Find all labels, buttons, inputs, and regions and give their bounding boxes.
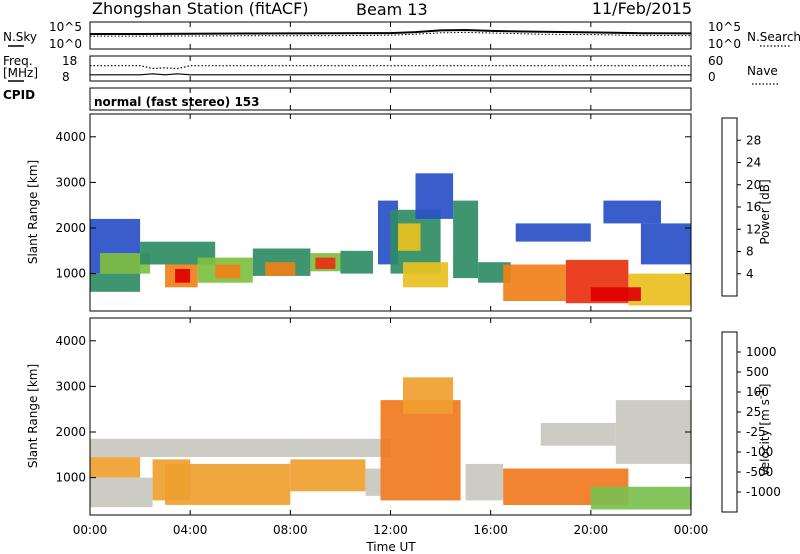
power-heatmap bbox=[90, 173, 691, 306]
noise-tick-left-bottom: 10^0 bbox=[49, 37, 82, 51]
freq-unit: [MHz] bbox=[3, 66, 38, 80]
station-title: Zhongshan Station (fitACF) bbox=[92, 0, 309, 18]
vel-cells-cell-11 bbox=[590, 486, 691, 510]
cpid-label: CPID bbox=[3, 88, 35, 102]
vel-cells-cell-5 bbox=[290, 459, 366, 492]
power-cells-cell-12 bbox=[340, 250, 373, 274]
power-yticks-ticklabel-3: 4000 bbox=[55, 130, 86, 144]
vel-cells-cell-2 bbox=[90, 477, 153, 508]
nsearch-label: N.Search bbox=[747, 30, 800, 44]
xtick-label-6: 00:00 bbox=[674, 523, 709, 537]
velocity-yaxis: 1000 2000 3000 4000 bbox=[55, 334, 691, 485]
vel-cells-cell-13 bbox=[540, 422, 616, 446]
power-cells-cell-3 bbox=[140, 241, 216, 265]
velocity-ylabel: Slant Range [km] bbox=[26, 364, 40, 468]
nsky-label: N.Sky bbox=[3, 30, 37, 44]
vel-bar-ticklabel-5: -100 bbox=[746, 445, 773, 459]
xtick-label-1: 04:00 bbox=[173, 523, 208, 537]
noise-tick-right-bottom: 10^0 bbox=[708, 37, 741, 51]
power-cells-cell-2 bbox=[100, 253, 151, 274]
power-bar-ticklabel-6: 4 bbox=[746, 267, 754, 281]
nave-label: Nave bbox=[747, 64, 778, 78]
power-colorbar-label: Power [dB] bbox=[758, 179, 772, 244]
xlabel: Time UT bbox=[365, 540, 416, 554]
noise-tick-right-top: 10^5 bbox=[708, 20, 741, 34]
vel-cells-cell-4 bbox=[165, 463, 291, 505]
vel-bar-ticklabel-4: -25 bbox=[746, 425, 766, 439]
power-cells-cell-11 bbox=[315, 257, 336, 269]
vel-yticks-ticklabel-0: 1000 bbox=[55, 471, 86, 485]
power-cells-cell-19 bbox=[478, 262, 511, 283]
vel-bar-frame bbox=[721, 331, 738, 513]
power-cells-cell-26 bbox=[515, 223, 591, 242]
freq-tick-bottom: 8 bbox=[62, 70, 70, 84]
nsearch-series bbox=[90, 31, 692, 37]
power-bar-ticklabel-5: 8 bbox=[746, 245, 754, 259]
xtick-label-0: 00:00 bbox=[73, 523, 108, 537]
time-axis: 00:00 04:00 08:00 12:00 16:00 20:00 00:00 bbox=[73, 22, 709, 537]
noise-tick-left-top: 10^5 bbox=[49, 20, 82, 34]
vel-cells-cell-9 bbox=[465, 463, 504, 501]
power-bar-ticklabel-4: 12 bbox=[746, 222, 761, 236]
power-cells-cell-7 bbox=[215, 264, 241, 279]
velocity-colorbar: 1000 500 100 25 -25 -100 -500 -1000 bbox=[721, 331, 781, 513]
xtick-label-2: 08:00 bbox=[273, 523, 308, 537]
vel-yticks-ticklabel-2: 3000 bbox=[55, 379, 86, 393]
freq-label: Freq. bbox=[3, 54, 33, 68]
power-cells-cell-23 bbox=[590, 287, 641, 301]
vel-cells-cell-6 bbox=[365, 468, 381, 496]
power-cells-cell-25 bbox=[640, 223, 691, 265]
power-yticks-ticklabel-0: 1000 bbox=[55, 267, 86, 281]
power-cells-cell-16 bbox=[403, 262, 449, 288]
vel-cells-cell-8 bbox=[403, 377, 454, 414]
power-bar-ticklabel-3: 16 bbox=[746, 200, 761, 214]
freq-tick-top: 18 bbox=[62, 54, 77, 68]
vel-cells-cell-1 bbox=[90, 457, 141, 478]
date-title: 11/Feb/2015 bbox=[592, 0, 692, 18]
freq-series bbox=[90, 65, 691, 76]
vel-cells-cell-12 bbox=[615, 400, 691, 464]
nave-tick-top: 60 bbox=[708, 54, 723, 68]
power-cells-cell-18 bbox=[453, 200, 479, 279]
vel-bar-ticklabel-6: -500 bbox=[746, 465, 773, 479]
power-yticks-ticklabel-1: 2000 bbox=[55, 221, 86, 235]
velocity-heatmap bbox=[90, 377, 691, 510]
vel-bar-ticklabel-1: 500 bbox=[746, 365, 769, 379]
power-cells-cell-24 bbox=[603, 200, 661, 224]
power-cells-cell-9 bbox=[265, 262, 296, 276]
vel-bar-ticklabel-2: 100 bbox=[746, 385, 769, 399]
velocity-colorbar-label: Velocity [m s-1] bbox=[754, 384, 772, 477]
xtick-label-4: 16:00 bbox=[473, 523, 508, 537]
nave-line bbox=[90, 65, 691, 70]
nave-tick-bottom: 0 bbox=[708, 70, 716, 84]
vel-yticks-ticklabel-3: 4000 bbox=[55, 334, 86, 348]
power-yticks-ticklabel-2: 3000 bbox=[55, 175, 86, 189]
beam-title: Beam 13 bbox=[356, 0, 428, 19]
power-cells-cell-17 bbox=[415, 173, 454, 219]
vel-cells-cell-0 bbox=[90, 438, 391, 457]
cpid-value: normal (fast stereo) 153 bbox=[94, 95, 260, 109]
vel-yticks-ticklabel-1: 2000 bbox=[55, 425, 86, 439]
xtick-label-5: 20:00 bbox=[574, 523, 609, 537]
freq-line bbox=[90, 73, 691, 76]
power-ylabel: Slant Range [km] bbox=[26, 160, 40, 264]
power-cells-cell-20 bbox=[503, 264, 566, 301]
vel-bar-ticklabel-7: -1000 bbox=[746, 485, 781, 499]
power-bar-ticklabel-1: 24 bbox=[746, 156, 761, 170]
power-cells-cell-5 bbox=[175, 269, 191, 283]
xtick-label-3: 12:00 bbox=[373, 523, 408, 537]
vel-bar-ticklabel-3: 25 bbox=[746, 405, 761, 419]
nsky-series bbox=[90, 28, 692, 35]
power-bar-ticklabel-0: 28 bbox=[746, 133, 761, 147]
vel-cells-cell-7 bbox=[380, 400, 461, 501]
power-bar-frame bbox=[721, 117, 738, 297]
power-bar-ticklabel-2: 20 bbox=[746, 178, 761, 192]
power-cells-cell-1 bbox=[90, 273, 141, 292]
power-cells-cell-15 bbox=[398, 223, 421, 251]
power-yaxis: 1000 2000 3000 4000 bbox=[55, 130, 691, 281]
vel-bar-ticklabel-0: 1000 bbox=[746, 345, 777, 359]
power-colorbar: 28 24 20 16 12 8 4 bbox=[721, 117, 761, 297]
